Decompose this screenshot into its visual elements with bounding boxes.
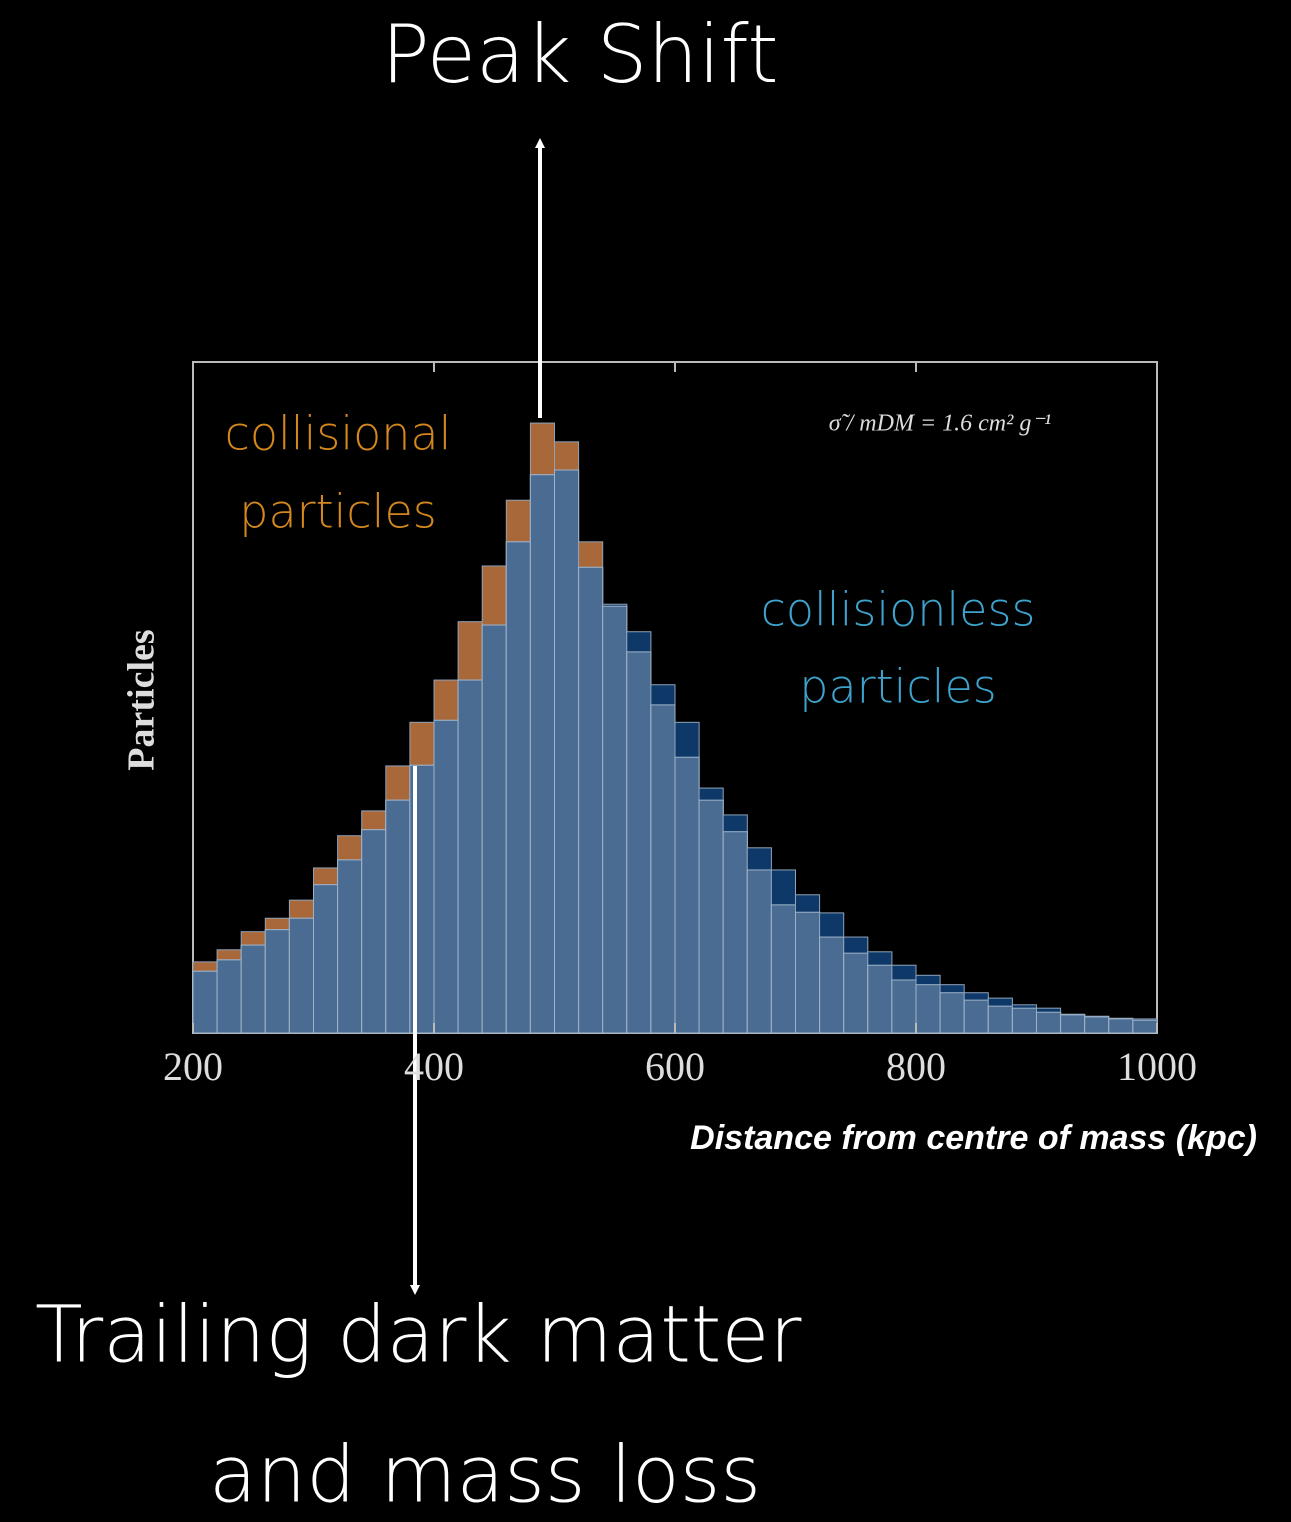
overlap-bar xyxy=(939,992,965,1034)
overlap-bar xyxy=(192,970,218,1034)
annotation: σ̃ / mDM = 1.6 cm² g⁻¹ xyxy=(829,411,1051,437)
overlap-bar xyxy=(529,474,556,1034)
overlap-bar xyxy=(602,605,628,1034)
overlap-bar xyxy=(313,884,339,1034)
overlap-bar xyxy=(843,952,869,1034)
overlap-bar xyxy=(240,944,266,1034)
x-tick-label: 1000 xyxy=(1117,1044,1197,1089)
overlap-bar xyxy=(674,756,700,1034)
overlap-bar xyxy=(626,651,652,1034)
overlap-bar xyxy=(795,911,821,1034)
overlap-bar xyxy=(1060,1014,1086,1034)
overlap-bar xyxy=(288,917,314,1034)
x-tick-label: 800 xyxy=(886,1044,946,1089)
annotation: Trailing dark matter xyxy=(35,1291,801,1381)
overlap-bar xyxy=(457,679,483,1034)
overlap-bar xyxy=(770,904,797,1034)
overlap-bar xyxy=(578,566,604,1034)
overlap-bar xyxy=(1036,1011,1062,1034)
overlap-bar xyxy=(505,541,531,1034)
chart-title: Peak Shift xyxy=(381,8,778,101)
annotation: particles xyxy=(239,485,436,539)
x-tick-label: 400 xyxy=(404,1044,464,1089)
bars xyxy=(192,422,1158,1034)
overlap-bar xyxy=(361,829,387,1034)
x-axis-label: Distance from centre of mass (kpc) xyxy=(690,1119,1257,1157)
overlap-bar xyxy=(867,964,893,1034)
annotation: particles xyxy=(799,660,996,714)
y-axis-label: Particles xyxy=(121,629,163,770)
overlap-bar xyxy=(1132,1019,1158,1034)
overlap-bar xyxy=(746,869,772,1034)
overlap-bar xyxy=(1084,1016,1110,1034)
overlap-bar xyxy=(963,999,989,1034)
overlap-bar xyxy=(433,719,459,1034)
annotation: collisional xyxy=(225,407,452,461)
overlap-bar xyxy=(337,859,363,1034)
overlap-bar xyxy=(650,704,676,1034)
overlap-bar xyxy=(819,936,845,1034)
overlap-bar xyxy=(264,929,290,1034)
x-tick-label: 200 xyxy=(163,1044,223,1089)
annotation: collisionless xyxy=(761,583,1036,637)
overlap-bar xyxy=(987,1005,1013,1034)
overlap-bar xyxy=(216,959,242,1034)
annotation: and mass loss xyxy=(209,1431,761,1521)
overlap-bar xyxy=(385,799,411,1034)
overlap-bar xyxy=(1108,1018,1134,1034)
overlap-bar xyxy=(891,979,917,1034)
overlap-bar xyxy=(915,984,941,1034)
overlap-bar xyxy=(722,831,748,1034)
x-tick-label: 600 xyxy=(645,1044,705,1089)
overlap-bar xyxy=(698,799,724,1034)
overlap-bar xyxy=(554,469,580,1034)
overlap-bar xyxy=(481,624,507,1034)
overlap-bar xyxy=(1011,1007,1038,1034)
